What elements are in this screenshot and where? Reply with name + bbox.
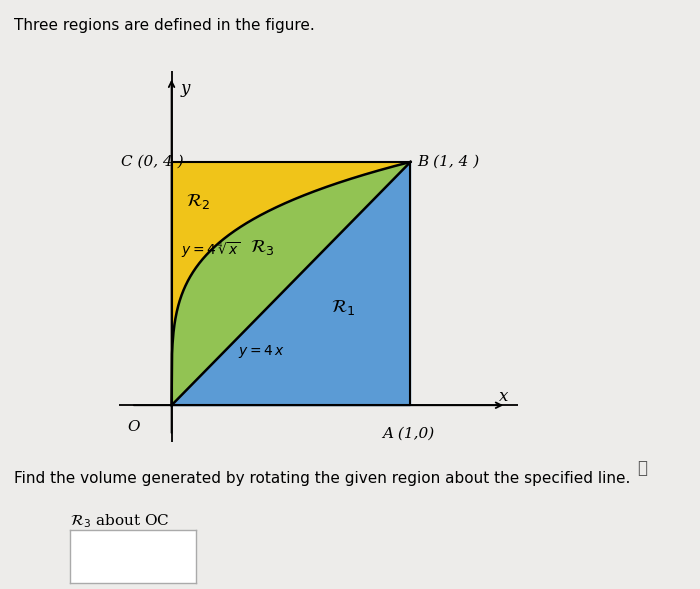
Text: C (0, 4 ): C (0, 4 ) bbox=[121, 155, 184, 169]
Polygon shape bbox=[172, 162, 410, 405]
Text: O: O bbox=[127, 421, 139, 435]
Text: Three regions are defined in the figure.: Three regions are defined in the figure. bbox=[14, 18, 315, 32]
Text: y: y bbox=[181, 80, 190, 97]
Text: $\mathcal{R}_3$ about OC: $\mathcal{R}_3$ about OC bbox=[70, 512, 169, 530]
Text: $\mathcal{R}_2$: $\mathcal{R}_2$ bbox=[186, 192, 210, 211]
Polygon shape bbox=[172, 162, 410, 405]
Text: x: x bbox=[499, 388, 508, 405]
Text: $\mathcal{R}_1$: $\mathcal{R}_1$ bbox=[331, 299, 356, 317]
Text: Find the volume generated by rotating the given region about the specified line.: Find the volume generated by rotating th… bbox=[14, 471, 631, 486]
Text: ⓘ: ⓘ bbox=[637, 459, 647, 478]
Text: A (1,0): A (1,0) bbox=[382, 426, 434, 441]
Polygon shape bbox=[172, 162, 410, 405]
Text: $\mathcal{R}_3$: $\mathcal{R}_3$ bbox=[250, 237, 274, 257]
Text: $y = 4\,x$: $y = 4\,x$ bbox=[239, 343, 286, 360]
Text: B (1, 4 ): B (1, 4 ) bbox=[418, 155, 480, 169]
Text: $y = 4\,\sqrt[4]{x}$: $y = 4\,\sqrt[4]{x}$ bbox=[181, 240, 240, 260]
